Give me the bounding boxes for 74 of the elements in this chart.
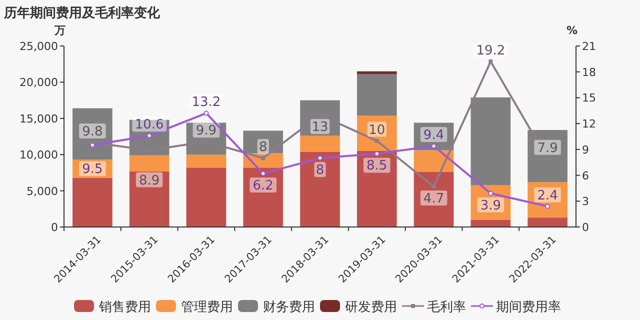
data-label: 3.9 [480,198,502,214]
data-label: 9.5 [82,162,103,178]
bar [243,130,284,154]
data-label: 10.6 [134,118,164,133]
bar [528,130,568,182]
chart-title: 历年期间费用及毛利率变化 [3,5,161,21]
bar [528,218,568,227]
point [545,204,550,209]
data-label: 4.7 [423,191,444,206]
y2-tick-label: 21 [582,40,596,53]
y2-tick-label: 15 [582,92,596,105]
point [261,156,266,160]
bar [356,150,397,227]
point [260,171,266,176]
data-label: 13.2 [192,95,221,110]
bar [356,116,397,151]
y2-tick-label: 9 [582,143,589,156]
data-label: 9.8 [82,124,103,140]
bar [300,152,340,227]
bar [300,100,340,136]
bar [356,74,397,116]
y-tick-label: 10,000 [20,148,58,162]
bar [186,154,226,168]
y2-axis-title: % [566,24,578,37]
y-tick-label: 15,000 [20,112,58,126]
data-label: 13 [312,120,328,135]
y2-tick-label: 3 [582,195,589,208]
point [318,156,322,161]
y2-tick-label: 0 [582,221,589,234]
data-label: 8.5 [366,158,388,174]
bar [470,185,511,220]
point [488,60,493,64]
y-tick-label: 20,000 [20,76,58,90]
data-label: 8.9 [138,173,160,188]
legend-label: 财务费用 [263,300,315,315]
legend-label: 毛利率 [427,299,466,315]
bar [528,182,568,218]
data-label: 19.2 [476,44,506,59]
point [432,184,436,188]
legend-label: 销售费用 [98,300,151,315]
y-tick-label: 5,000 [26,184,58,198]
point [431,143,436,148]
bar [300,136,340,152]
legend-label: 期间费用率 [496,299,561,315]
point [204,110,209,116]
data-label: 2.4 [537,188,558,204]
y2-tick-label: 6 [582,169,589,182]
data-label: 10 [368,122,386,138]
bar [414,122,454,150]
data-label: 8 [258,140,268,156]
data-label: 9.4 [423,128,444,143]
y2-tick-label: 18 [582,66,596,79]
point [374,151,380,156]
y-tick-label: 25,000 [20,40,58,53]
legend-label: 研发费用 [345,300,397,315]
data-label: 9.9 [196,124,217,139]
legend-label: 管理费用 [181,300,233,315]
y-axis-title: 万 [54,24,66,37]
bar [414,172,454,227]
data-label: 8 [316,163,324,178]
bar [470,97,511,186]
y2-tick-label: 12 [582,118,596,131]
bar [72,160,112,178]
bar [186,168,226,227]
point [90,142,95,148]
point [374,138,379,143]
bar [129,171,170,227]
data-label: 6.2 [252,178,274,194]
point [488,190,494,196]
data-label: 7.9 [537,140,558,156]
point [546,156,550,161]
point [146,133,152,138]
y-tick-label: 0 [51,221,58,234]
bar [243,168,284,227]
